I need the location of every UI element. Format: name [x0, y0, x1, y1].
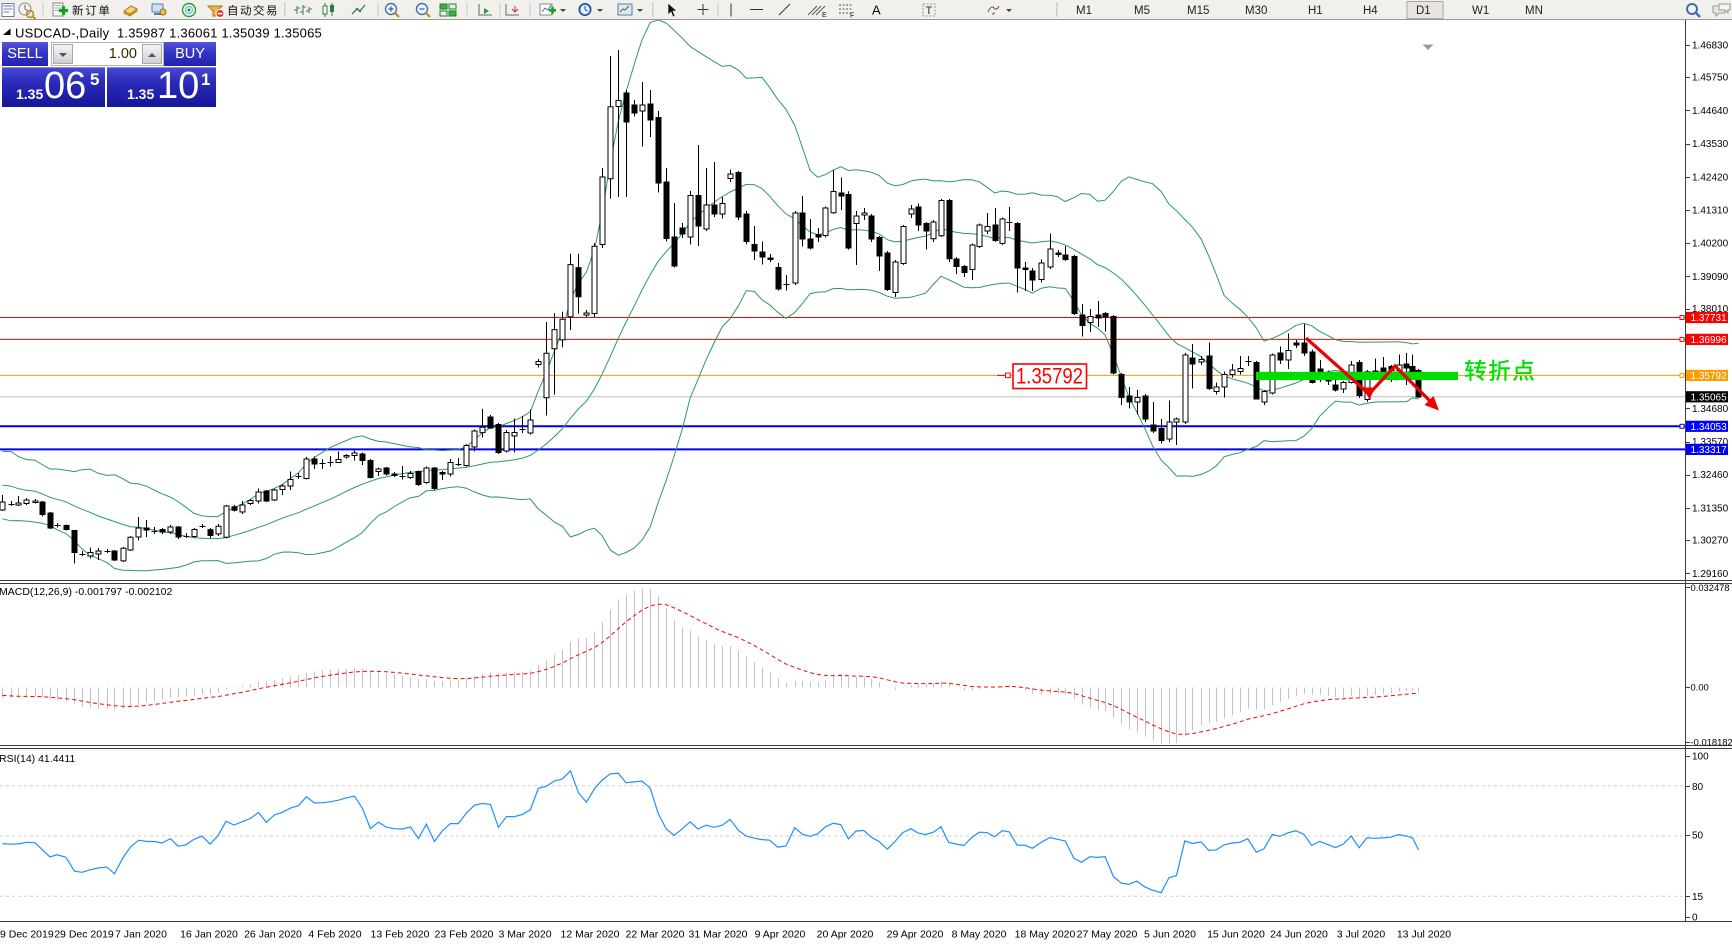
- svg-text:1.30270: 1.30270: [1692, 536, 1729, 547]
- svg-text:M15: M15: [1187, 5, 1209, 17]
- svg-text:29 Apr 2020: 29 Apr 2020: [887, 929, 944, 941]
- svg-text:3 Jul 2020: 3 Jul 2020: [1337, 929, 1386, 941]
- svg-text:H1: H1: [1308, 5, 1323, 17]
- svg-text:H4: H4: [1363, 5, 1378, 17]
- svg-text:29 Dec 2019: 29 Dec 2019: [54, 929, 114, 941]
- svg-text:D1: D1: [1416, 5, 1431, 17]
- svg-text:31 Mar 2020: 31 Mar 2020: [689, 929, 748, 941]
- svg-text:80: 80: [1692, 782, 1704, 793]
- svg-text:5 Jun 2020: 5 Jun 2020: [1144, 929, 1196, 941]
- svg-text:15: 15: [1692, 892, 1704, 903]
- svg-text:50: 50: [1692, 831, 1704, 842]
- svg-text:1.33317: 1.33317: [1691, 445, 1728, 456]
- svg-text:M30: M30: [1245, 5, 1267, 17]
- svg-text:W1: W1: [1472, 5, 1489, 17]
- svg-text:M5: M5: [1134, 5, 1150, 17]
- svg-text:7 Jan 2020: 7 Jan 2020: [115, 929, 167, 941]
- svg-text:0: 0: [1692, 913, 1698, 924]
- svg-text:26 Jan 2020: 26 Jan 2020: [244, 929, 302, 941]
- svg-text:A: A: [872, 3, 881, 18]
- svg-text:27 May 2020: 27 May 2020: [1077, 929, 1138, 941]
- svg-text:1.34680: 1.34680: [1692, 404, 1729, 415]
- svg-text:MACD(12,26,9) -0.001797 -0.002: MACD(12,26,9) -0.001797 -0.002102: [0, 586, 173, 598]
- svg-text:13 Feb 2020: 13 Feb 2020: [371, 929, 430, 941]
- svg-text:0.032478: 0.032478: [1691, 582, 1730, 593]
- svg-text:8 May 2020: 8 May 2020: [952, 929, 1007, 941]
- svg-text:MN: MN: [1525, 5, 1543, 17]
- svg-text:16 Jan 2020: 16 Jan 2020: [180, 929, 238, 941]
- svg-text:15 Jun 2020: 15 Jun 2020: [1207, 929, 1265, 941]
- svg-text:20 Apr 2020: 20 Apr 2020: [817, 929, 874, 941]
- svg-text:T: T: [926, 5, 933, 17]
- svg-text:0.00: 0.00: [1691, 682, 1709, 693]
- svg-text:1.46830: 1.46830: [1692, 40, 1729, 51]
- svg-text:1.44640: 1.44640: [1692, 106, 1729, 117]
- svg-text:F: F: [850, 13, 854, 20]
- svg-text:RSI(14) 41.4411: RSI(14) 41.4411: [0, 753, 75, 765]
- svg-text:M1: M1: [1076, 5, 1092, 17]
- svg-text:1.35792: 1.35792: [1016, 364, 1083, 389]
- svg-text:3 Mar 2020: 3 Mar 2020: [498, 929, 551, 941]
- svg-text:1.39090: 1.39090: [1692, 272, 1729, 283]
- svg-text:1.43530: 1.43530: [1692, 139, 1729, 150]
- svg-text:-0.018182: -0.018182: [1691, 737, 1732, 748]
- svg-text:1.36996: 1.36996: [1691, 335, 1728, 346]
- svg-text:USDCAD-,Daily 1.35987 1.36061: USDCAD-,Daily 1.35987 1.36061 1.35039 1.…: [15, 26, 322, 41]
- svg-text:1.42420: 1.42420: [1692, 172, 1729, 183]
- svg-text:1.37731: 1.37731: [1691, 313, 1728, 324]
- svg-text:1.29160: 1.29160: [1692, 569, 1729, 580]
- svg-text:9 Apr 2020: 9 Apr 2020: [755, 929, 806, 941]
- svg-text:100: 100: [1692, 752, 1709, 763]
- svg-text:9 Dec 2019: 9 Dec 2019: [0, 929, 54, 941]
- svg-text:22 Mar 2020: 22 Mar 2020: [626, 929, 685, 941]
- svg-text:24 Jun 2020: 24 Jun 2020: [1270, 929, 1328, 941]
- svg-text:1.45750: 1.45750: [1692, 73, 1729, 84]
- svg-text:1.41310: 1.41310: [1692, 206, 1729, 217]
- svg-text:1.32460: 1.32460: [1692, 470, 1729, 481]
- svg-text:1.35065: 1.35065: [1691, 392, 1728, 403]
- svg-text:23 Feb 2020: 23 Feb 2020: [435, 929, 494, 941]
- svg-text:18 May 2020: 18 May 2020: [1015, 929, 1076, 941]
- svg-text:13 Jul 2020: 13 Jul 2020: [1397, 929, 1451, 941]
- svg-text:4 Feb 2020: 4 Feb 2020: [308, 929, 361, 941]
- svg-text:1.35792: 1.35792: [1691, 371, 1728, 382]
- svg-text:1.31350: 1.31350: [1692, 503, 1729, 514]
- svg-text:12 Mar 2020: 12 Mar 2020: [561, 929, 620, 941]
- svg-text:E: E: [822, 12, 827, 19]
- svg-text:1.40200: 1.40200: [1692, 239, 1729, 250]
- svg-text:1.34053: 1.34053: [1691, 422, 1728, 433]
